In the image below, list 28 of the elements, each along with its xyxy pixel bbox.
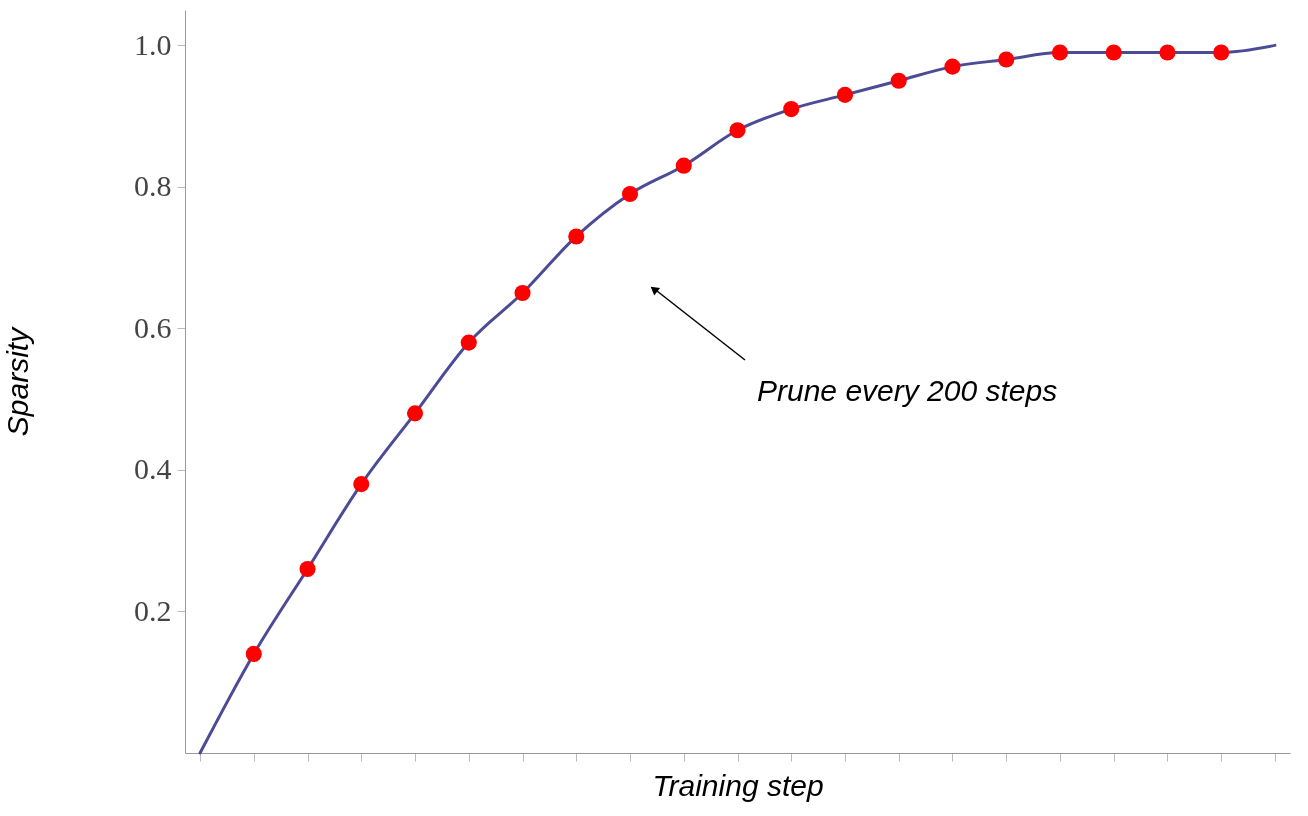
point	[1159, 44, 1176, 61]
line-series	[198, 43, 1277, 755]
point	[783, 101, 800, 118]
point	[299, 560, 316, 578]
point	[944, 58, 961, 75]
point	[729, 122, 746, 139]
y-tick-label: 0.8	[134, 169, 172, 203]
point	[568, 228, 585, 245]
point	[890, 72, 907, 89]
point	[353, 476, 370, 493]
y-axis-title: Sparsity	[1, 325, 34, 437]
y-tick-label: 0.2	[134, 593, 172, 627]
point	[1105, 44, 1122, 61]
point	[1051, 44, 1069, 61]
point	[514, 285, 531, 302]
y-tick-label: 0.6	[134, 310, 172, 344]
point	[460, 334, 477, 351]
y-tick-label: 1.0	[134, 27, 172, 61]
point	[675, 157, 692, 174]
point	[1213, 44, 1230, 61]
point	[406, 405, 424, 422]
point	[836, 86, 854, 103]
annotation: Prune every 200 steps	[757, 374, 1058, 407]
point	[245, 645, 262, 662]
x-axis-title: Training step	[652, 769, 824, 802]
point	[998, 51, 1015, 68]
y-tick-label: 0.4	[134, 452, 172, 486]
point	[621, 185, 639, 203]
